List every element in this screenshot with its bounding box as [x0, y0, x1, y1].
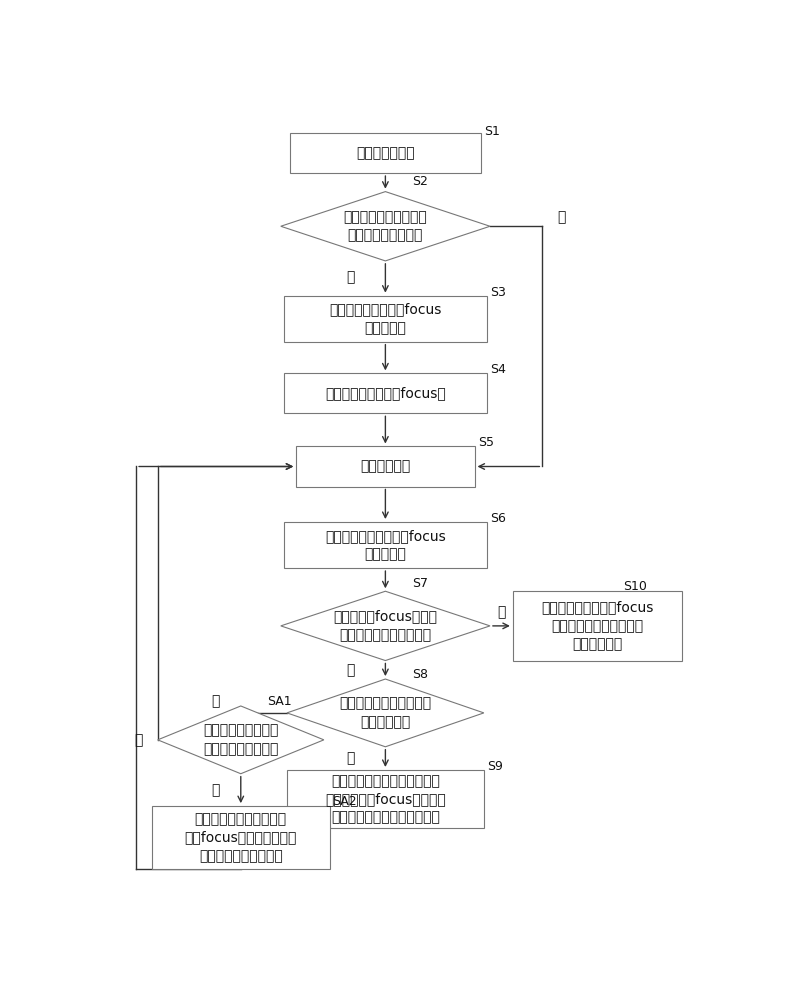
Text: S2: S2 [412, 175, 428, 188]
FancyBboxPatch shape [284, 296, 487, 342]
Text: 驱动聚焦电机运动至focus处: 驱动聚焦电机运动至focus处 [325, 386, 445, 400]
Text: S8: S8 [412, 668, 428, 681]
Text: 否: 否 [211, 694, 219, 708]
Text: 是: 是 [346, 270, 354, 284]
Text: SA2: SA2 [332, 795, 357, 808]
Text: SA1: SA1 [267, 695, 291, 708]
Text: S9: S9 [487, 760, 503, 773]
Text: 判断预置位信息是否存
在于预置位数据库中: 判断预置位信息是否存 在于预置位数据库中 [344, 210, 427, 242]
Text: 否: 否 [497, 605, 506, 619]
Polygon shape [158, 706, 324, 774]
Text: 是: 是 [134, 733, 142, 747]
Polygon shape [281, 192, 490, 261]
Text: S1: S1 [484, 125, 499, 138]
Text: 判断位置差值是否小于或
等于第二阈值: 判断位置差值是否小于或 等于第二阈值 [339, 697, 431, 729]
FancyBboxPatch shape [290, 133, 481, 173]
Text: S6: S6 [490, 512, 506, 525]
Text: S3: S3 [490, 286, 506, 299]
Text: 获取最近一次记录的focus
电机位置值: 获取最近一次记录的focus 电机位置值 [330, 302, 441, 335]
Text: 否: 否 [211, 783, 219, 797]
Text: S10: S10 [623, 580, 647, 593]
Text: 将最后一次自动聚焦完成
后的focus电机位置值追加
记录到预置位数据库中: 将最后一次自动聚焦完成 后的focus电机位置值追加 记录到预置位数据库中 [184, 812, 297, 863]
Text: 是: 是 [346, 751, 354, 765]
Polygon shape [287, 679, 484, 747]
Text: 判断自动聚焦次数是
否小于或等于预设值: 判断自动聚焦次数是 否小于或等于预设值 [203, 724, 279, 756]
Text: S7: S7 [412, 577, 428, 590]
Text: 是: 是 [346, 663, 354, 677]
FancyBboxPatch shape [513, 591, 682, 661]
Text: 获取自动聚焦完成后的focus
电机位置值: 获取自动聚焦完成后的focus 电机位置值 [325, 529, 445, 561]
Text: S5: S5 [478, 436, 494, 449]
FancyBboxPatch shape [296, 446, 475, 487]
Text: 获取预置位信息: 获取预置位信息 [356, 146, 414, 160]
Text: 判断记录的focus的个数
是否大于或等于第一阈值: 判断记录的focus的个数 是否大于或等于第一阈值 [333, 610, 437, 642]
FancyBboxPatch shape [284, 373, 487, 413]
Text: S4: S4 [490, 363, 506, 376]
FancyBboxPatch shape [287, 770, 484, 828]
FancyBboxPatch shape [152, 806, 330, 869]
Text: 触发自动聚焦: 触发自动聚焦 [360, 460, 410, 474]
FancyBboxPatch shape [284, 522, 487, 568]
Text: 获得聚焦正确结果，且将自动
聚焦完成后的focus电机位置
值追加记录到预置位数据库中: 获得聚焦正确结果，且将自动 聚焦完成后的focus电机位置 值追加记录到预置位数… [325, 774, 445, 825]
Text: 否: 否 [557, 210, 566, 224]
Polygon shape [281, 591, 490, 661]
Text: 将自动聚焦完成后的focus
电机位置值追加记录到预
置位数据库中: 将自动聚焦完成后的focus 电机位置值追加记录到预 置位数据库中 [542, 600, 654, 651]
